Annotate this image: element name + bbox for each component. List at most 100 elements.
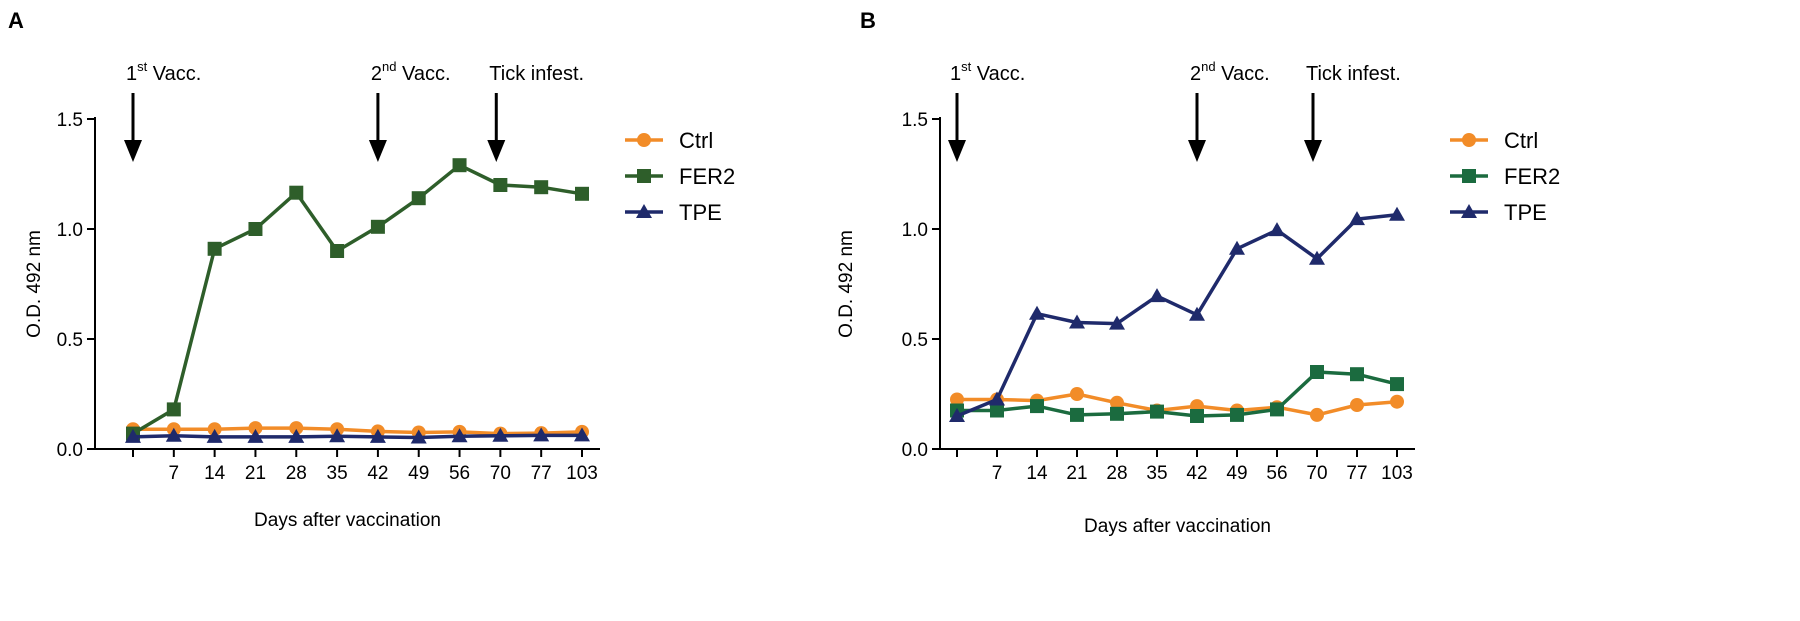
data-point: [329, 428, 346, 443]
data-point: [165, 427, 182, 442]
legend-entry: TPE: [1450, 200, 1547, 225]
x-tick-label: 49: [408, 463, 429, 484]
x-tick-label: 77: [1346, 463, 1367, 484]
data-point: [1110, 395, 1124, 410]
data-point: [369, 428, 386, 443]
data-point: [1030, 399, 1044, 414]
data-point: [1070, 387, 1084, 401]
annotation-arrow: 1st Vacc.: [948, 59, 1025, 162]
data-point: [1069, 314, 1085, 329]
annotation-rest: Vacc.: [971, 63, 1025, 85]
panel-label: A: [8, 8, 24, 33]
legend-entry: FER2: [625, 164, 735, 189]
arrow-head: [487, 140, 506, 162]
data-point: [1390, 394, 1404, 409]
annotation-superscript: st: [961, 59, 972, 74]
annotation-arrow: Tick infest.: [1304, 63, 1401, 162]
data-point: [1349, 211, 1365, 226]
series-ctrl: [950, 387, 1404, 422]
annotation-arrow: 2nd Vacc.: [1188, 59, 1270, 162]
x-tick-label: 28: [1106, 463, 1127, 484]
data-point: [452, 158, 467, 173]
y-tick-label: 1.5: [902, 110, 928, 131]
x-tick-label: 42: [367, 463, 388, 484]
panel-a: A0.00.51.01.57 14 21 28 35 42 49 56 70 77 103Days …: [8, 8, 735, 531]
data-point: [410, 429, 427, 444]
annotation-rest: Vacc.: [147, 63, 201, 85]
legend-marker: [637, 133, 651, 147]
series-line: [133, 426, 583, 436]
data-point: [1190, 409, 1204, 423]
x-tick-label: 14: [1026, 463, 1048, 484]
data-point: [125, 428, 141, 443]
data-point: [289, 421, 304, 436]
data-point: [248, 421, 263, 436]
data-point: [1269, 222, 1285, 237]
data-point: [492, 427, 509, 442]
legend-marker: [1461, 204, 1477, 218]
x-axis-label: Days after vaccination: [1084, 516, 1271, 537]
legend-label: Ctrl: [1504, 128, 1538, 153]
series-tpe: [949, 206, 1405, 422]
x-tick-label: 21: [1066, 463, 1087, 484]
x-tick-label: 42: [1186, 463, 1207, 484]
arrow-head: [1304, 140, 1322, 162]
arrow-head: [124, 140, 142, 162]
data-point: [247, 428, 264, 443]
legend-entry: Ctrl: [1450, 128, 1538, 153]
data-point: [1350, 367, 1364, 382]
panel-b: B0.00.51.01.57 14 21 28 35 42 49 56 70 77 103Days …: [836, 8, 1560, 537]
series-line: [956, 212, 1398, 418]
y-tick-label: 1.0: [57, 220, 83, 241]
data-point: [1149, 288, 1165, 303]
annotation-rest: Vacc.: [1216, 63, 1270, 85]
x-tick-label: 77: [531, 463, 552, 484]
series-tpe: [125, 427, 590, 444]
arrow-head: [368, 140, 387, 162]
data-point: [166, 402, 181, 417]
legend-label: TPE: [1504, 200, 1547, 225]
legend-entry: TPE: [625, 200, 722, 225]
x-tick-label: 70: [490, 463, 511, 484]
annotation-superscript: nd: [1201, 59, 1215, 74]
x-tick-label: 70: [1306, 463, 1327, 484]
legend-label: Ctrl: [679, 128, 713, 153]
data-point: [1230, 407, 1244, 422]
data-point: [493, 178, 508, 192]
data-point: [288, 428, 305, 443]
data-point: [1029, 305, 1045, 320]
x-tick-label: 56: [449, 463, 470, 484]
x-tick-label: 28: [286, 463, 307, 484]
x-tick-label: 14: [204, 463, 226, 484]
data-point: [370, 219, 385, 234]
data-point: [949, 408, 965, 422]
data-point: [451, 428, 468, 443]
y-tick-label: 0.5: [902, 330, 928, 351]
annotation-arrow: 1st Vacc.: [124, 59, 201, 162]
x-tick-label: 103: [1381, 463, 1413, 484]
annotation-rest: Vacc.: [397, 63, 451, 85]
series-fer2: [950, 365, 1404, 423]
series-fer2: [126, 158, 589, 441]
annotation-base: 1: [126, 63, 137, 85]
y-tick-label: 0.5: [57, 330, 83, 351]
series-line: [132, 433, 582, 440]
arrow-head: [1188, 140, 1206, 162]
data-point: [950, 392, 964, 407]
data-point: [989, 391, 1005, 406]
y-tick-label: 0.0: [57, 440, 83, 461]
data-point: [1310, 365, 1324, 379]
annotation-label: 2nd Vacc.: [1190, 59, 1270, 85]
data-point: [248, 222, 263, 236]
legend-marker: [637, 169, 651, 183]
y-tick-label: 1.5: [57, 110, 83, 131]
data-point: [207, 241, 222, 256]
data-point: [534, 180, 549, 195]
data-point: [1229, 240, 1245, 255]
legend-marker: [636, 204, 652, 218]
x-axis-label: Days after vaccination: [254, 510, 441, 531]
data-point: [206, 428, 223, 443]
x-tick-label: 21: [245, 463, 266, 484]
annotation-base: 1: [950, 63, 961, 85]
data-point: [990, 403, 1004, 418]
